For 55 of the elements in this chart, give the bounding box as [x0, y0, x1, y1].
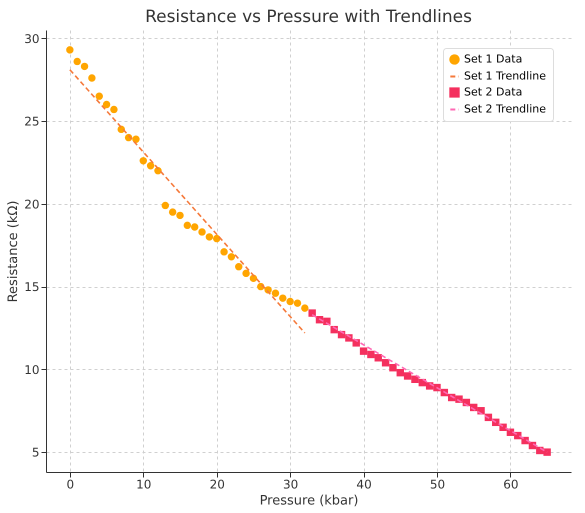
point: [176, 212, 184, 220]
legend-label: Set 2 Data: [464, 86, 522, 98]
point: [404, 372, 412, 380]
point: [242, 270, 250, 278]
x-tick-label: 40: [356, 478, 372, 492]
point: [294, 299, 302, 307]
point: [382, 359, 390, 366]
y-tick-label: 25: [24, 114, 40, 129]
point: [374, 354, 382, 362]
point: [140, 157, 147, 164]
y-tick-label: 5: [32, 446, 40, 460]
point: [184, 222, 192, 230]
point: [220, 248, 228, 256]
legend-label: Set 1 Data: [464, 52, 522, 66]
x-axis-title: Pressure (kbar): [260, 494, 358, 508]
y-axis-title: Resistance (kΩ): [6, 200, 22, 302]
point: [190, 223, 198, 231]
point: [168, 208, 176, 216]
x-tick-label: 30: [283, 478, 298, 492]
point: [146, 162, 154, 170]
point: [88, 74, 96, 82]
x-tick-label: 50: [430, 478, 446, 492]
point: [389, 364, 397, 372]
chart-title: Resistance vs Pressure with Trendlines: [145, 7, 472, 27]
y-tick-label: 15: [24, 280, 40, 294]
point: [228, 253, 236, 260]
point: [301, 304, 309, 312]
point: [360, 347, 368, 355]
point: [80, 62, 88, 70]
y-tick-label: 30: [24, 32, 40, 46]
x-tick-label: 10: [136, 478, 152, 492]
point: [206, 233, 214, 241]
y-tick-label: 20: [24, 197, 40, 212]
point: [367, 350, 375, 358]
x-tick-label: 20: [210, 478, 225, 492]
x-tick-label: 0: [66, 478, 74, 492]
legend-label: Set 2 Trendline: [464, 102, 546, 116]
point: [286, 298, 294, 306]
point: [279, 294, 287, 302]
point: [96, 92, 103, 100]
x-tick-label: 60: [503, 478, 519, 492]
point: [74, 58, 81, 66]
point: [213, 234, 220, 242]
point: [110, 106, 118, 114]
point: [162, 202, 170, 210]
point: [198, 228, 206, 236]
y-tick-label: 10: [24, 362, 40, 377]
point: [66, 46, 74, 54]
legend-label: Set 1 Trendline: [464, 70, 546, 82]
point: [235, 263, 242, 270]
point: [102, 100, 110, 108]
point: [132, 136, 140, 143]
point: [396, 368, 404, 376]
point: [272, 290, 280, 297]
point: [543, 448, 551, 456]
